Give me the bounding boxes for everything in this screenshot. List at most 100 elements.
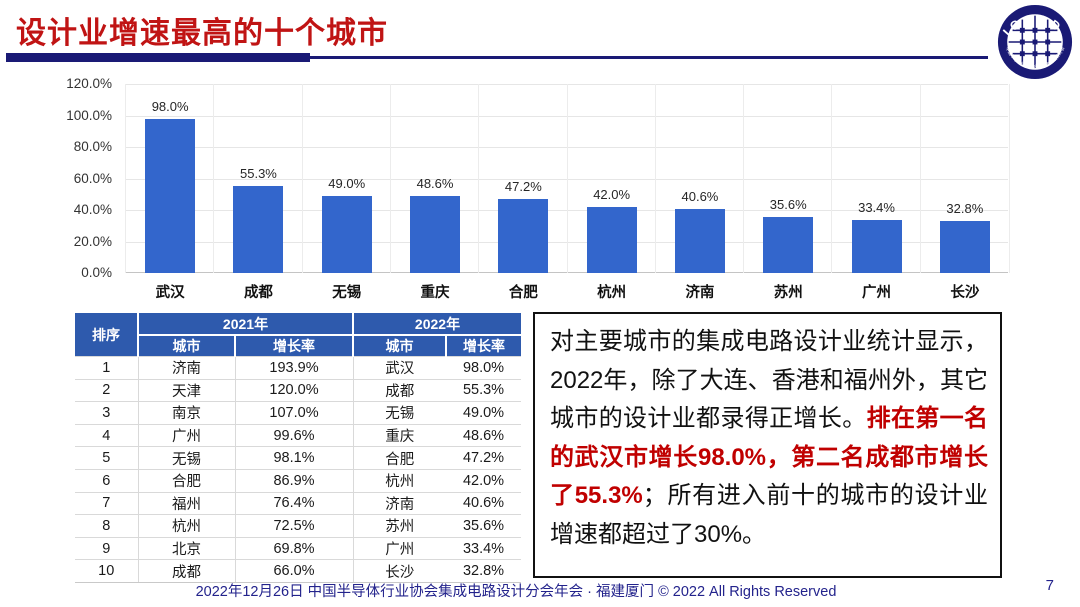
category-label: 苏州 [773,285,803,301]
city-2022-cell: 苏州 [353,514,446,538]
city-2022-cell: 长沙 [353,559,446,583]
rate-2021-cell: 76.4% [235,491,354,515]
bar-value-label: 42.0% [593,186,631,202]
bar [674,209,725,273]
summary-note: 对主要城市的集成电路设计业统计显示，2022年，除了大连、香港和福州外，其它城市… [533,312,1002,578]
category-label: 重庆 [420,285,450,301]
rate-2021-cell: 120.0% [235,378,354,402]
rank-cell: 7 [75,491,139,515]
table-row: 4 广州 99.6% 重庆 48.6% [75,423,521,447]
category-label: 杭州 [597,285,627,301]
header-2022: 2022年 [352,313,521,336]
category-label: 成都 [243,285,273,301]
bar [851,220,902,273]
rank-cell: 3 [75,401,139,425]
bar [498,198,549,273]
city-2022-cell: 合肥 [353,446,446,470]
rank-cell: 4 [75,423,139,447]
category-cell: 33.4% 广州 [831,84,920,301]
city-2021-cell: 广州 [138,423,236,447]
rate-2022-cell: 47.2% [446,446,521,470]
y-axis-tick-label: 120.0% [66,76,112,91]
city-2022-cell: 重庆 [353,423,446,447]
city-2021-cell: 南京 [138,401,236,425]
table-row: 8 杭州 72.5% 苏州 35.6% [75,514,521,538]
page-title: 设计业增速最高的十个城市 [16,17,388,50]
category-cell: 48.6% 重庆 [389,84,479,301]
rate-2021-cell: 66.0% [235,559,354,583]
category-cell: 32.8% 长沙 [919,84,1010,301]
header-rank: 排序 [75,313,138,357]
title-underline-thick [6,53,310,62]
rank-cell: 2 [75,378,139,402]
bar-value-label: 40.6% [681,189,719,205]
category-cell: 35.6% 苏州 [743,84,832,301]
city-2022-cell: 济南 [353,491,446,515]
table-row: 9 北京 69.8% 广州 33.4% [75,536,521,560]
category-label: 合肥 [508,285,538,301]
header-rate-2021: 增长率 [234,335,353,357]
rate-2021-cell: 98.1% [235,446,354,470]
ranking-table: 排序 2021年 2022年 城市 增长率 城市 增长率 1 济南 193.9% 武汉… [75,313,521,583]
note-part3: ；所有进入前十的城市的设计业增速都超过了30%。 [550,482,988,548]
rate-2022-cell: 49.0% [446,401,521,425]
table-row: 3 南京 107.0% 无锡 49.0% [75,401,521,425]
city-2021-cell: 天津 [138,378,236,402]
y-axis-tick-label: 0.0% [81,265,112,280]
rank-cell: 8 [75,514,139,538]
y-axis: 0.0% 20.0% 40.0% 60.0% 80.0% 100.0% 120.0% [18,76,112,280]
bar-value-label: 49.0% [328,175,366,191]
rate-2022-cell: 35.6% [446,514,521,538]
category-cell: 40.6% 济南 [654,84,744,301]
bar-value-label: 48.6% [416,176,454,192]
category-cell: 42.0% 杭州 [566,84,656,301]
city-2021-cell: 合肥 [138,468,236,493]
city-2022-cell: 广州 [353,536,446,560]
rank-cell: 5 [75,446,139,470]
city-2022-cell: 杭州 [353,468,446,493]
header-rate-2022: 增长率 [445,335,521,357]
table-row: 6 合肥 86.9% 杭州 42.0% [75,468,521,493]
table-row: 10 成都 66.0% 长沙 32.8% [75,559,521,583]
rate-2021-cell: 107.0% [235,401,354,425]
header-2021: 2021年 [137,313,353,336]
bar-value-label: 32.8% [946,201,984,217]
rate-2022-cell: 33.4% [446,536,521,560]
rate-2022-cell: 98.0% [446,356,521,380]
table-body: 1 济南 193.9% 武汉 98.0% 2 天津 120.0% 成都 55.3% 3 南京 107.0… [75,356,521,583]
city-2021-cell: 杭州 [138,514,236,538]
y-axis-tick-label: 80.0% [73,139,112,154]
bar [233,185,284,273]
rate-2022-cell: 40.6% [446,491,521,515]
category-cell: 98.0% 武汉 [125,84,214,301]
rank-cell: 10 [75,559,139,583]
bar [145,118,196,273]
y-axis-tick-label: 20.0% [73,233,112,249]
bar-value-label: 98.0% [151,98,189,114]
rate-2022-cell: 32.8% [446,559,521,583]
page-number: 7 [1045,577,1054,594]
note-part1: 对主要城市的集成电路设计业统计显示，2022年，除了大连、香港和福州外，其它城市… [550,328,988,432]
rank-cell: 1 [75,356,139,380]
city-2021-cell: 济南 [138,356,236,380]
plot-area: 98.0% 武汉 55.3% 成都 49.0% 无锡 48.6% 重庆 47.2% 合肥 42.0%… [125,84,1010,301]
category-label: 长沙 [950,285,980,301]
rate-2021-cell: 72.5% [235,514,354,538]
bar [586,206,637,273]
rate-2021-cell: 69.8% [235,536,354,560]
y-axis-tick-label: 100.0% [66,107,112,123]
bar-value-label: 55.3% [240,165,277,181]
bar [763,216,814,273]
city-2022-cell: 无锡 [353,401,446,425]
city-2022-cell: 武汉 [353,356,446,380]
bar [321,195,372,273]
header-city-2021: 城市 [137,335,235,357]
y-axis-tick-label: 40.0% [73,202,112,217]
city-2021-cell: 成都 [138,559,236,583]
city-2021-cell: 无锡 [138,446,236,470]
footer-text: 2022年12月26日 中国半导体行业协会集成电路设计分会年会 · 福建厦门 ©… [195,584,837,600]
bar-value-label: 35.6% [769,196,807,212]
iccad-logo-icon: ICCAD 中国半导体行业协会集成电路设计分会 [997,4,1073,80]
rate-2022-cell: 48.6% [446,423,521,447]
